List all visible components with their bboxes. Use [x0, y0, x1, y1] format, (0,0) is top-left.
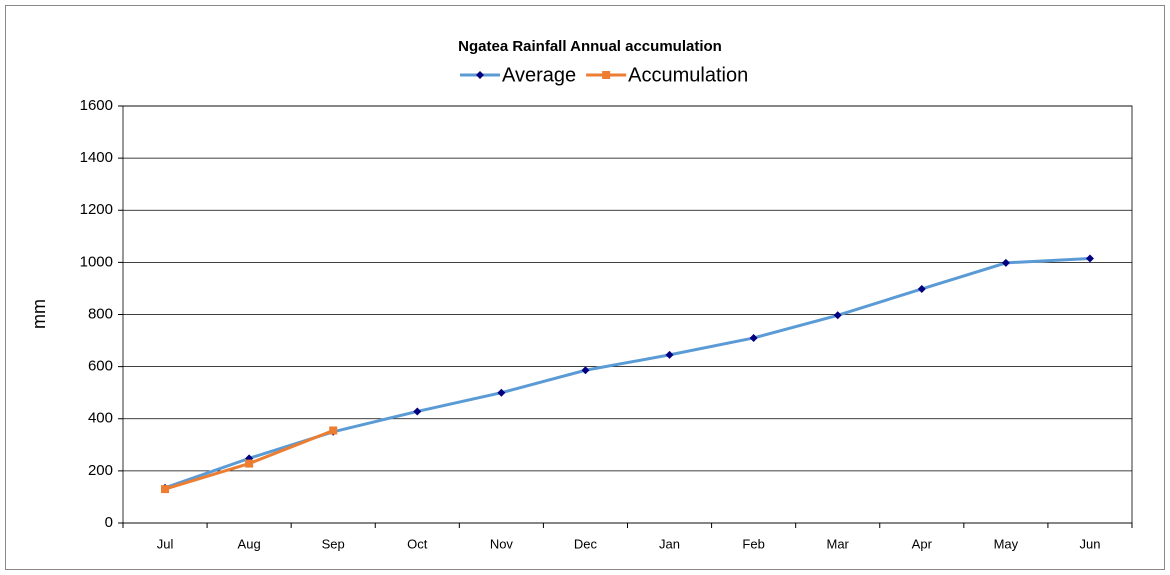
x-tick-label: Jun [1079, 536, 1100, 551]
y-tick-label: 1600 [80, 97, 113, 114]
y-tick-label: 1400 [80, 149, 113, 166]
marker [413, 407, 422, 416]
y-tick-label: 600 [88, 358, 113, 375]
marker [602, 71, 611, 79]
x-tick-label: May [994, 536, 1019, 551]
marker [1085, 254, 1094, 263]
x-tick-label: Mar [827, 536, 850, 551]
marker [476, 71, 484, 79]
y-tick-label: 0 [105, 514, 113, 531]
x-tick-label: Oct [407, 536, 428, 551]
marker [749, 333, 758, 342]
x-tick-label: Apr [912, 536, 933, 551]
marker [581, 366, 590, 375]
x-tick-label: Nov [490, 536, 514, 551]
marker [245, 459, 254, 468]
marker [833, 311, 842, 320]
x-tick-label: Sep [322, 536, 345, 551]
marker [1001, 258, 1010, 267]
y-tick-label: 800 [88, 305, 113, 322]
marker [161, 485, 170, 494]
y-tick-label: 1200 [80, 201, 113, 218]
x-tick-label: Dec [574, 536, 598, 551]
y-tick-label: 400 [88, 410, 113, 427]
marker [329, 426, 338, 435]
marker [665, 350, 674, 359]
legend-label: Accumulation [628, 64, 748, 86]
y-axis-label: mm [29, 299, 49, 329]
marker [917, 284, 926, 293]
y-tick-label: 200 [88, 462, 113, 479]
x-tick-label: Jan [659, 536, 680, 551]
x-tick-label: Jul [157, 536, 174, 551]
marker [497, 388, 506, 397]
x-tick-label: Feb [742, 536, 764, 551]
chart-title: Ngatea Rainfall Annual accumulation [458, 38, 722, 55]
y-tick-label: 1000 [80, 253, 113, 270]
x-tick-label: Aug [238, 536, 261, 551]
legend-label: Average [502, 64, 576, 86]
